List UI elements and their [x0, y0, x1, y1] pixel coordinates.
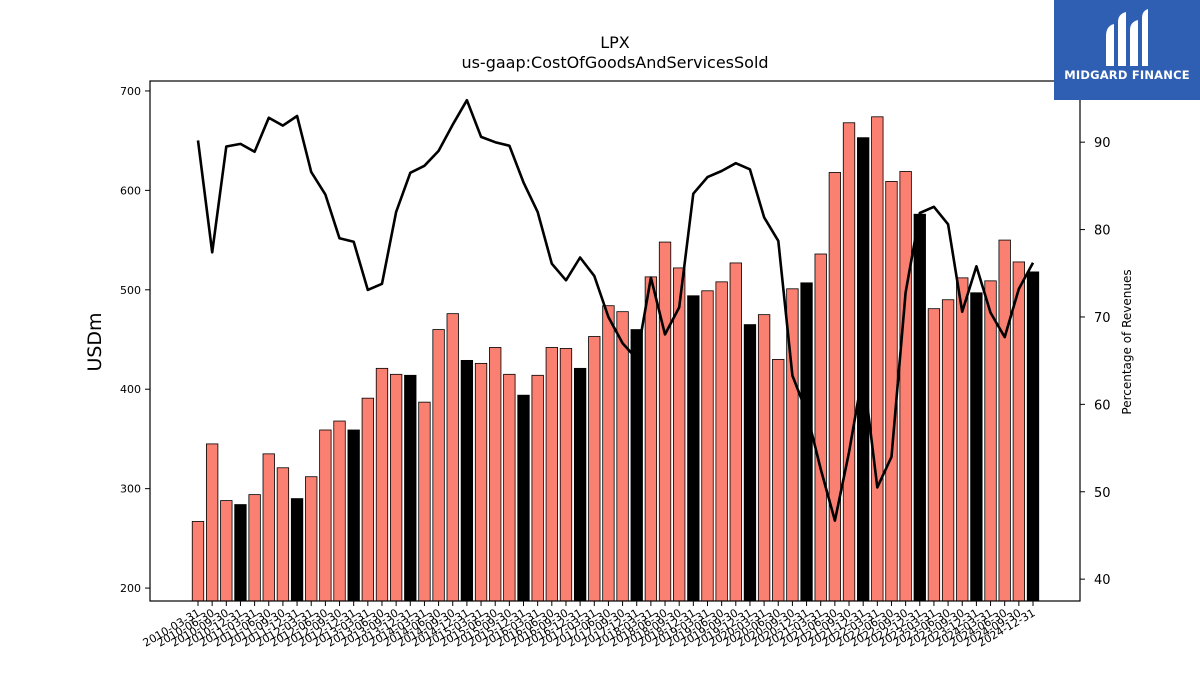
bar-2023-03-31	[927, 308, 941, 602]
bar-2015-06-30	[489, 347, 502, 602]
y-tick-label: 300	[120, 483, 141, 496]
bar-2010-06-30	[206, 443, 219, 602]
y2-tick-label: 40	[1094, 573, 1111, 588]
plot-frame	[149, 80, 1081, 602]
y-tick-label: 200	[120, 582, 141, 595]
bar-2011-09-30	[276, 467, 290, 602]
bar-2017-03-31	[588, 336, 601, 602]
bar-2017-09-30	[616, 311, 629, 602]
bar-2012-12-31	[347, 429, 360, 602]
bar-series	[191, 116, 1040, 602]
chart-subtitle: us-gaap:CostOfGoodsAndServicesSold	[461, 53, 768, 72]
bar-2019-12-31	[743, 324, 757, 602]
bar-2013-06-30	[375, 367, 389, 602]
axes	[149, 80, 1081, 602]
y2-tick-label: 80	[1094, 224, 1111, 239]
chart-title: LPX	[600, 33, 630, 52]
brand-name: MIDGARD FINANCE	[1064, 68, 1190, 82]
bar-2022-12-31	[913, 213, 926, 602]
bar-2011-12-31	[290, 498, 304, 602]
bar-2017-12-31	[630, 329, 643, 602]
y2-axis-label: Percentage of Revenues	[1120, 269, 1134, 414]
bar-2014-06-30	[432, 329, 445, 602]
bar-2014-03-31	[418, 401, 431, 602]
y2-tick-label: 60	[1094, 398, 1111, 413]
bar-2012-03-31	[305, 476, 318, 602]
bar-2018-09-30	[673, 267, 686, 602]
y-tick-label: 600	[120, 184, 141, 197]
bar-2016-06-30	[545, 347, 558, 602]
x-tick-labels: 2010-03-312010-06-302010-09-302010-12-31…	[141, 601, 1038, 650]
bar-2014-12-31	[460, 359, 474, 602]
midgard-logo-icon	[1106, 9, 1148, 66]
bar-2022-03-31	[871, 116, 884, 602]
y-tick-labels: 200 300 400 500 600 700	[120, 85, 150, 595]
bar-2021-03-31	[814, 253, 827, 602]
bar-2019-09-30	[729, 262, 742, 602]
bar-2013-09-30	[389, 373, 403, 602]
y2-tick-label: 90	[1094, 136, 1111, 151]
brand-logo: MIDGARD FINANCE	[1054, 0, 1200, 100]
bar-2017-06-30	[602, 305, 615, 602]
bar-2022-09-30	[899, 171, 912, 602]
bar-2010-09-30	[220, 500, 233, 602]
y2-tick-label: 70	[1094, 311, 1111, 326]
bar-2010-03-31	[191, 521, 205, 602]
percentage-line	[196, 98, 1035, 522]
bar-2012-06-30	[319, 429, 332, 602]
bar-2015-09-30	[503, 373, 516, 602]
bar-2019-06-30	[715, 281, 728, 602]
bar-2010-12-31	[234, 504, 247, 602]
y-tick-label: 500	[120, 284, 141, 297]
bar-2024-03-31	[984, 280, 997, 602]
y2-tick-label: 50	[1094, 486, 1111, 501]
bar-2015-03-31	[474, 362, 488, 602]
percentage-line-series	[196, 98, 1035, 522]
bar-2020-06-30	[772, 358, 785, 602]
bar-2023-09-30	[956, 277, 969, 602]
bar-2021-06-30	[828, 172, 842, 602]
bar-2011-06-30	[262, 453, 275, 602]
bar-2013-03-31	[361, 397, 374, 602]
bar-2015-12-31	[517, 394, 530, 602]
bar-2016-03-31	[531, 374, 544, 602]
bar-2018-12-31	[687, 295, 700, 602]
bar-2024-12-31	[1026, 271, 1040, 602]
bar-2020-12-31	[800, 282, 813, 602]
bar-2012-09-30	[333, 420, 346, 602]
bar-2019-03-31	[701, 290, 714, 602]
bar-2016-09-30	[559, 348, 573, 602]
bar-2024-06-30	[998, 239, 1011, 602]
bar-2022-06-30	[885, 181, 898, 602]
y-tick-label: 700	[120, 85, 141, 98]
bar-2020-03-31	[757, 314, 771, 602]
bar-2024-09-30	[1012, 261, 1025, 602]
y-tick-label: 400	[120, 383, 141, 396]
y-axis-label: USDm	[84, 312, 106, 371]
bar-2023-06-30	[941, 299, 955, 602]
bar-2021-09-30	[842, 122, 856, 602]
bar-2014-09-30	[446, 313, 459, 602]
bar-2018-06-30	[658, 241, 672, 602]
y2-tick-labels: 40 50 60 70 80 90	[1080, 136, 1111, 588]
bar-2013-12-31	[404, 374, 417, 602]
bar-2011-03-31	[248, 494, 261, 602]
bar-2021-12-31	[857, 137, 870, 602]
bar-2016-12-31	[573, 367, 587, 602]
bar-2023-12-31	[970, 292, 983, 602]
bar-2018-03-31	[644, 276, 658, 602]
